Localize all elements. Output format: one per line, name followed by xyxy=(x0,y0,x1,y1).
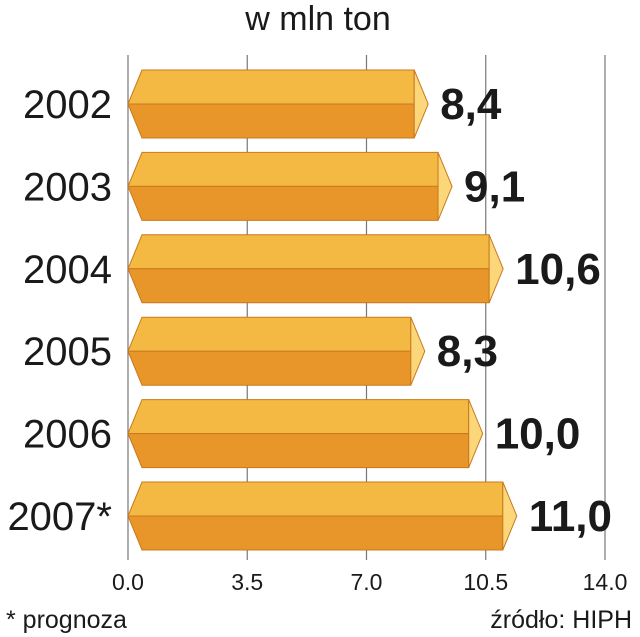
bar-top-face xyxy=(127,234,490,270)
labels: 2002 8,4 2003 9,1 2004 10,6 2005 8,3 2006 10,0 200… xyxy=(7,80,612,541)
x-tick-label: 14.0 xyxy=(583,569,628,595)
source-note: źródło: HIPH xyxy=(490,606,632,634)
chart-title: w mln ton xyxy=(244,0,391,38)
bar-cap xyxy=(413,69,429,139)
bar-bottom-face xyxy=(127,268,490,304)
bar-cap xyxy=(502,481,518,551)
value-label: 10,6 xyxy=(515,245,601,294)
bar xyxy=(127,481,518,551)
x-tick-label: 3.5 xyxy=(231,569,263,595)
category-label: 2003 xyxy=(23,165,112,209)
bar-top-face xyxy=(127,151,439,187)
bar-bottom-face xyxy=(127,103,415,139)
bar-top-face xyxy=(127,399,470,435)
category-label: 2005 xyxy=(23,330,112,374)
category-label: 2002 xyxy=(23,83,112,127)
value-label: 9,1 xyxy=(464,162,525,211)
bar xyxy=(127,151,453,221)
bars xyxy=(127,69,518,551)
value-label: 8,4 xyxy=(440,80,502,129)
category-label: 2004 xyxy=(23,248,112,292)
bar xyxy=(127,316,426,386)
bar-cap xyxy=(410,317,426,386)
bar xyxy=(127,234,504,304)
value-label: 8,3 xyxy=(437,327,498,376)
bar-bottom-face xyxy=(127,350,412,386)
bar-top-face xyxy=(127,69,415,105)
bar-cap xyxy=(468,399,484,468)
bar xyxy=(127,399,484,469)
bar-top-face xyxy=(127,481,504,517)
bar-bottom-face xyxy=(127,433,470,469)
footnote: * prognoza xyxy=(6,606,127,634)
category-label: 2006 xyxy=(23,413,112,457)
x-tick-label: 0.0 xyxy=(112,569,144,595)
x-axis-ticks: 0.0 3.5 7.0 10.5 14.0 xyxy=(112,569,627,595)
bar-cap xyxy=(488,234,504,303)
value-label: 11,0 xyxy=(529,492,612,541)
bar-bottom-face xyxy=(127,185,439,221)
bar-bottom-face xyxy=(127,515,504,551)
x-tick-label: 10.5 xyxy=(463,569,508,595)
grid-lines xyxy=(127,55,606,560)
bar-cap xyxy=(437,152,453,221)
value-label: 10,0 xyxy=(495,410,581,459)
x-tick-label: 7.0 xyxy=(351,569,383,595)
category-label: 2007* xyxy=(7,495,112,539)
bar xyxy=(127,69,429,139)
bar-top-face xyxy=(127,316,412,352)
